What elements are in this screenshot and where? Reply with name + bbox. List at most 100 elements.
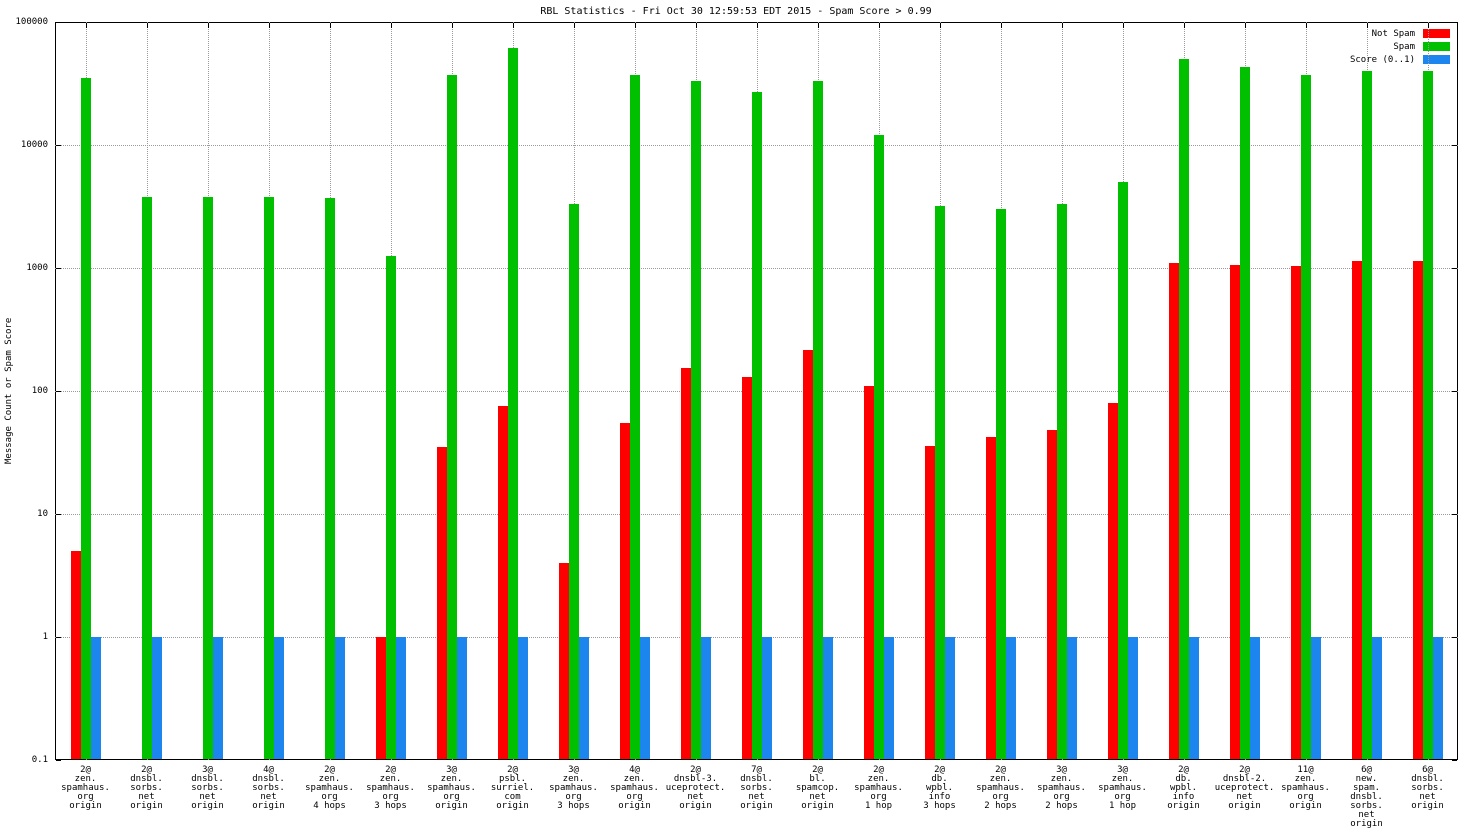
bar-score	[90, 637, 101, 759]
bar-spam	[995, 209, 1006, 759]
bar-notspam	[924, 445, 935, 759]
x-category-label-line: spamhaus.	[549, 783, 598, 793]
bar-score	[1188, 637, 1199, 759]
x-category-label-line: origin	[435, 801, 468, 811]
x-category-label-line: 4 hops	[313, 801, 346, 811]
x-category-label-line: origin	[130, 801, 163, 811]
x-category-label: 6@ dnsbl. sorbs. net origin	[1411, 766, 1444, 811]
x-category-label: 4@ dnsbl. sorbs. net origin	[252, 766, 285, 811]
x-category-label-line: zen.	[989, 774, 1012, 784]
bar-score	[151, 637, 162, 759]
bar-score	[334, 637, 345, 759]
x-category-label: 7@ dnsbl. sorbs. net origin	[740, 766, 773, 811]
x-category-label-line: net	[138, 792, 155, 802]
y-tick-mark-left	[56, 760, 61, 761]
bar-notspam	[70, 551, 81, 759]
bar-score	[822, 637, 833, 759]
x-category-label-line: 1 hop	[864, 801, 893, 811]
y-tick-label: 100000	[15, 17, 48, 27]
legend-label: Score (0..1)	[1349, 55, 1415, 65]
x-category-label: 11@ zen. spamhaus. org origin	[1281, 766, 1330, 811]
bar-notspam	[985, 437, 996, 759]
legend-swatch	[1423, 29, 1450, 38]
bar-notspam	[1290, 266, 1301, 759]
bar-score	[212, 637, 223, 759]
x-category-label-line: info	[928, 792, 951, 802]
x-category-label-line: 2@	[80, 765, 91, 775]
x-category-label-line: psbl.	[498, 774, 527, 784]
legend-item: Spam	[1350, 41, 1450, 54]
x-tick-mark-top	[512, 23, 514, 28]
x-category-label-line: 3@	[1117, 765, 1128, 775]
x-category-label-line: org	[565, 792, 582, 802]
x-category-label: 2@ dnsbl-3. uceprotect. net origin	[666, 766, 726, 811]
bar-spam	[812, 81, 823, 759]
x-category-label-line: uceprotect.	[1214, 783, 1275, 793]
x-category-label: 3@ zen. spamhaus. org 1 hop	[1098, 766, 1147, 811]
bar-notspam	[375, 637, 386, 759]
x-category-label-line: 3@	[446, 765, 457, 775]
x-category-label-line: zen.	[440, 774, 463, 784]
x-category-label-line: origin	[679, 801, 712, 811]
x-category-label-line: org	[382, 792, 399, 802]
bar-score	[700, 637, 711, 759]
x-category-label: 3@ dnsbl. sorbs. net origin	[191, 766, 224, 811]
x-category-label-line: dnsbl-2.	[1222, 774, 1267, 784]
bar-score	[578, 637, 589, 759]
x-category-label-line: net	[1358, 810, 1375, 820]
x-category-label-line: 6@	[1361, 765, 1372, 775]
y-tick-label: 0.1	[31, 755, 48, 765]
x-category-label: 2@ dnsbl-2. uceprotect. net origin	[1215, 766, 1275, 811]
bar-notspam	[680, 367, 691, 759]
x-category-label-line: zen.	[562, 774, 585, 784]
x-category-label-line: net	[748, 792, 765, 802]
x-category-label-line: org	[321, 792, 338, 802]
bar-spam	[80, 78, 91, 759]
x-tick-mark-top	[695, 23, 697, 28]
y-tick-mark-left	[56, 22, 61, 23]
bar-spam	[1361, 70, 1372, 759]
legend-label: Not Spam	[1371, 29, 1415, 39]
x-tick-mark-top	[329, 23, 331, 28]
x-category-label-line: 2@	[141, 765, 152, 775]
x-category-label-line: net	[1236, 792, 1253, 802]
x-category-label-line: dnsbl.	[1411, 774, 1444, 784]
x-category-label-line: spamhaus.	[854, 783, 903, 793]
y-tick-mark-left	[56, 268, 61, 269]
x-category-label-line: zen.	[623, 774, 646, 784]
x-category-label: 2@ zen. spamhaus. org 1 hop	[854, 766, 903, 811]
x-tick-mark-top	[268, 23, 270, 28]
x-category-label: 3@ zen. spamhaus. org 3 hops	[549, 766, 598, 811]
x-category-label-line: origin	[740, 801, 773, 811]
y-tick-mark-right	[1452, 637, 1457, 638]
y-tick-label: 1	[42, 632, 48, 642]
x-category-label-line: 2@	[507, 765, 518, 775]
x-category-label-line: 1 hop	[1108, 801, 1137, 811]
x-category-label-line: origin	[1228, 801, 1261, 811]
x-tick-mark-top	[85, 23, 87, 28]
x-category-label-line: sorbs.	[740, 783, 773, 793]
x-category-label-line: spamhaus.	[1037, 783, 1086, 793]
x-tick-mark-top	[1244, 23, 1246, 28]
x-category-label-line: org	[1053, 792, 1070, 802]
bar-notspam	[863, 385, 874, 759]
x-category-label: 6@ new. spam. dnsbl. sorbs. net origin	[1350, 766, 1383, 828]
bar-spam	[1422, 70, 1433, 759]
x-category-label: 2@ db. wpbl. info 3 hops	[923, 766, 956, 811]
bar-notspam	[1168, 262, 1179, 759]
bar-notspam	[1046, 430, 1057, 759]
x-category-label-line: net	[687, 792, 704, 802]
x-category-label-line: 2@	[1239, 765, 1250, 775]
x-category-label-line: 3 hops	[557, 801, 590, 811]
chart-title: RBL Statistics - Fri Oct 30 12:59:53 EDT…	[540, 6, 932, 17]
legend-swatch	[1423, 55, 1450, 64]
bar-notspam	[1107, 402, 1118, 759]
x-tick-mark-top	[207, 23, 209, 28]
y-tick-mark-left	[56, 637, 61, 638]
bar-notspam	[497, 406, 508, 759]
x-category-label-line: origin	[801, 801, 834, 811]
x-category-label-line: surriel.	[490, 783, 535, 793]
bar-spam	[141, 196, 152, 759]
x-category-label-line: 2@	[873, 765, 884, 775]
x-category-label-line: origin	[252, 801, 285, 811]
